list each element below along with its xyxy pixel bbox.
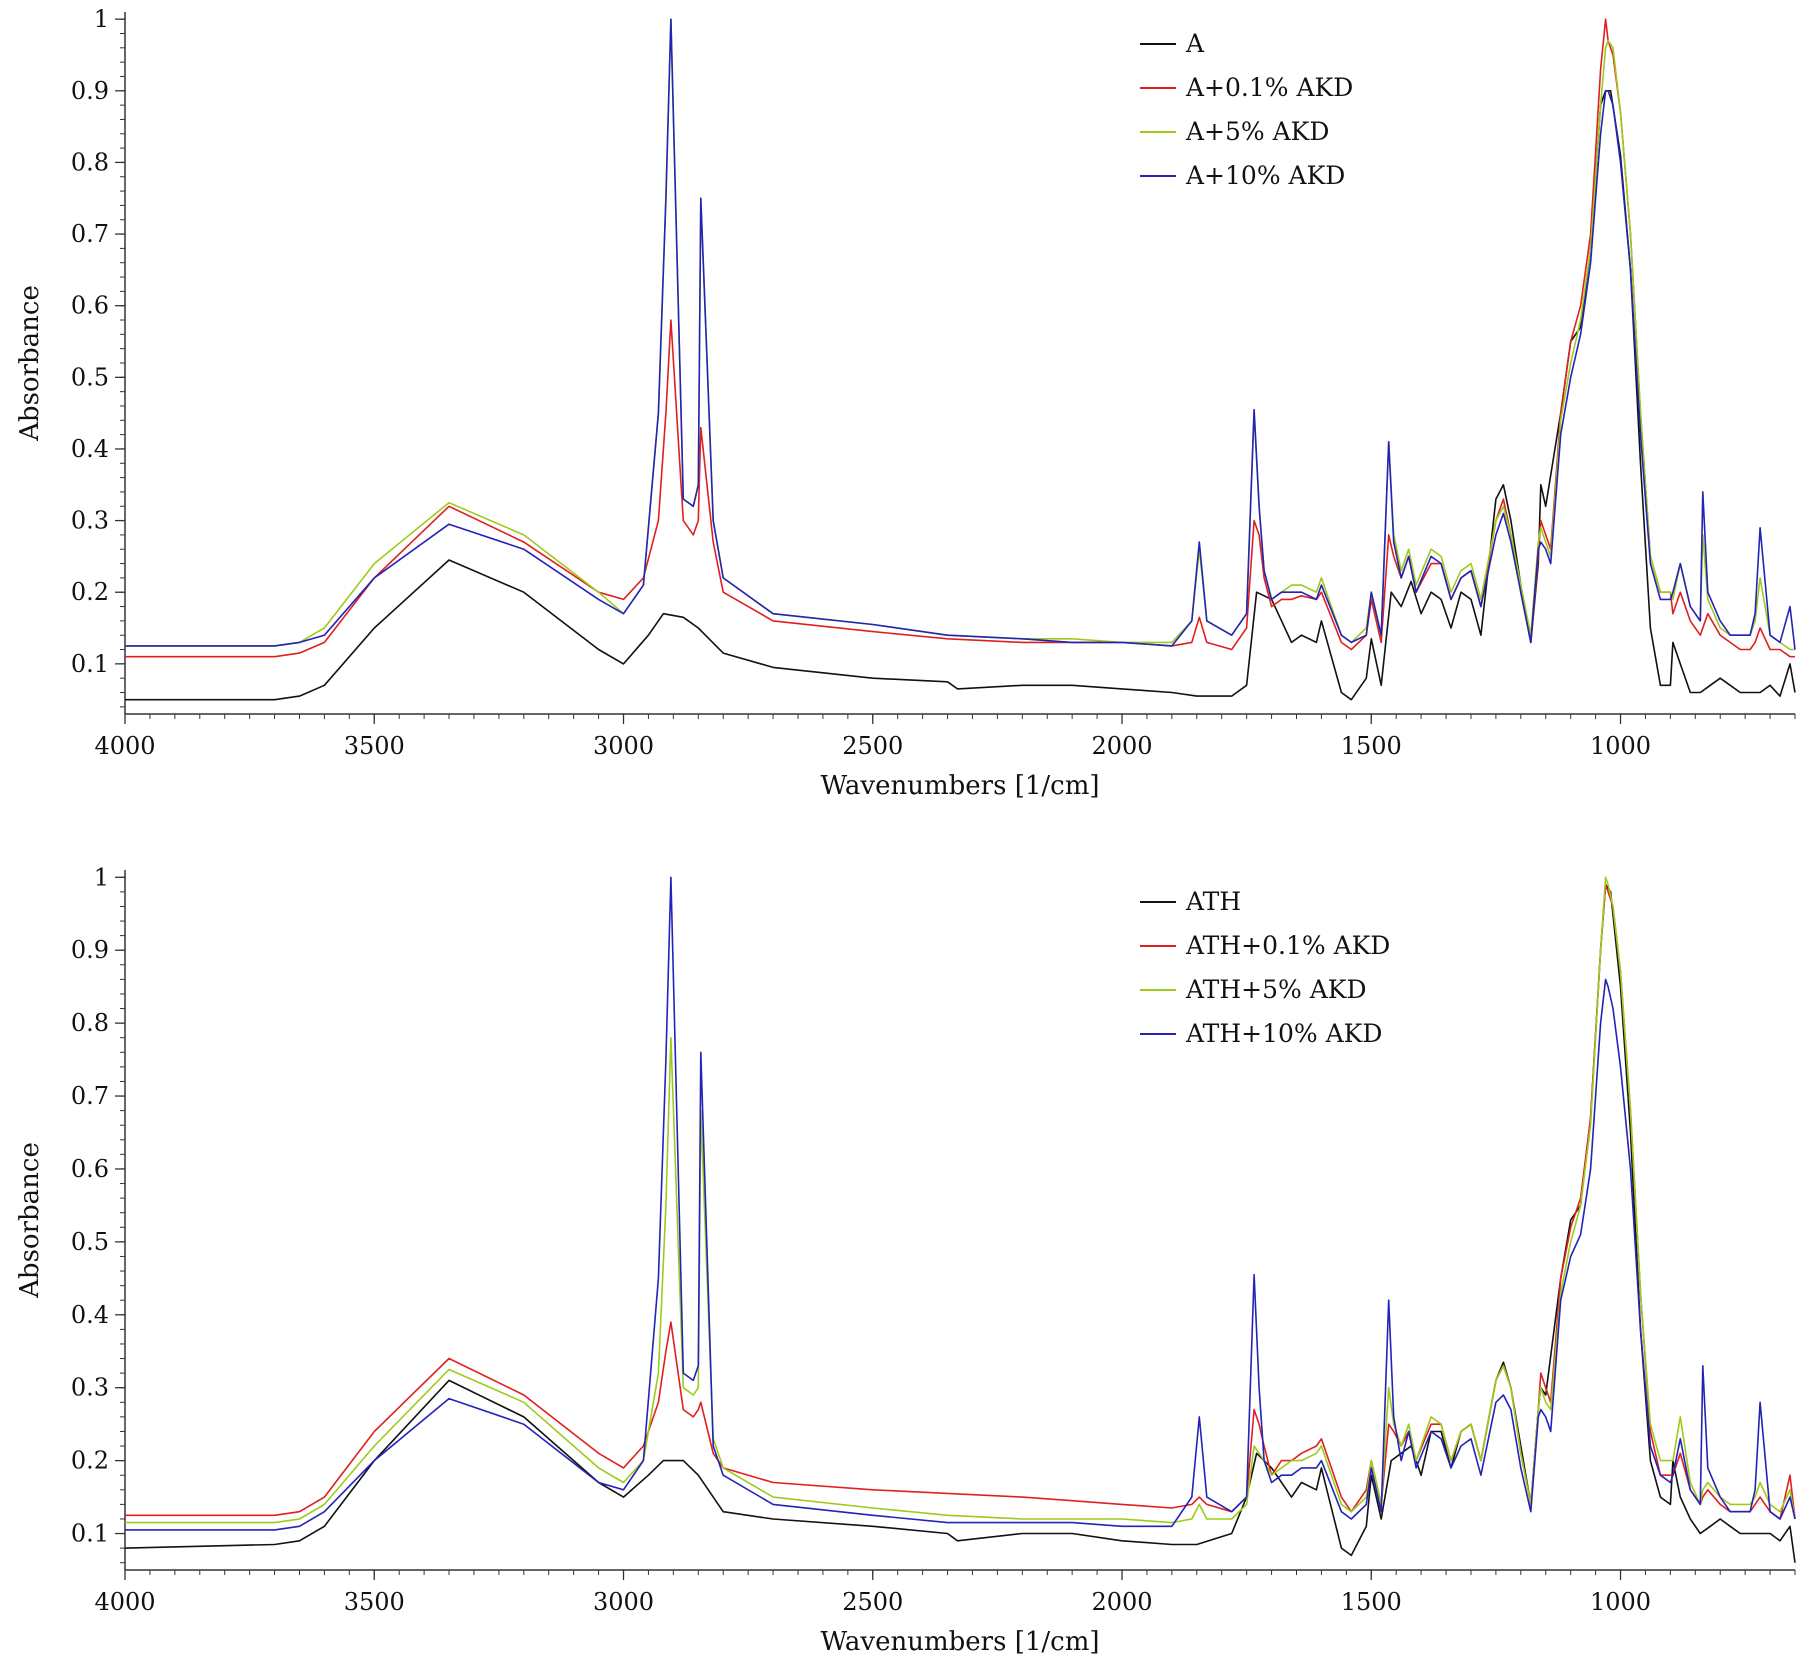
x-tick-label: 3000 <box>593 1588 654 1616</box>
legend-label: ATH+5% AKD <box>1185 975 1367 1004</box>
y-tick-label: 0.7 <box>71 1082 109 1110</box>
y-axis-title: Absorbance <box>15 1142 45 1299</box>
x-axis-title: Wavenumbers [1/cm] <box>820 1627 1099 1655</box>
x-tick-label: 3500 <box>344 732 405 760</box>
legend-label: ATH+0.1% AKD <box>1185 931 1390 960</box>
y-tick-label: 0.5 <box>71 1228 109 1256</box>
y-tick-label: 0.8 <box>71 1009 109 1037</box>
x-tick-label: 4000 <box>94 732 155 760</box>
y-tick-label: 1 <box>94 863 109 891</box>
x-axis-title: Wavenumbers [1/cm] <box>820 771 1099 801</box>
x-tick-label: 2500 <box>842 732 903 760</box>
y-tick-label: 0.4 <box>71 1301 109 1329</box>
x-tick-label: 4000 <box>94 1588 155 1616</box>
x-tick-label: 1000 <box>1590 732 1651 760</box>
x-tick-label: 1500 <box>1341 732 1402 760</box>
y-axis-title: Absorbance <box>15 285 45 442</box>
legend-label: A+0.1% AKD <box>1185 73 1353 102</box>
legend-label: A+5% AKD <box>1185 117 1329 146</box>
series-line-1 <box>125 18 1795 658</box>
chart-panel-top: 4000 3500 3000 2500 2000 1500 1000 0.1 0.2 0.3 0.4… <box>15 5 1796 801</box>
legend-label: A+10% AKD <box>1185 161 1345 190</box>
series-line-0 <box>125 90 1796 701</box>
series-line-2 <box>125 876 1796 1524</box>
y-tick-label: 0.5 <box>71 363 109 391</box>
legend-label: ATH+10% AKD <box>1185 1019 1382 1048</box>
series-line-0 <box>124 883 1796 1563</box>
y-tick-label: 0.2 <box>71 578 109 606</box>
x-tick-label: 3500 <box>344 1588 405 1616</box>
y-tick-label: 0.7 <box>71 220 109 248</box>
y-tick-label: 0.6 <box>71 292 109 320</box>
y-tick-label: 0.9 <box>71 936 109 964</box>
y-tick-label: 0.1 <box>71 1520 109 1548</box>
x-tick-label: 1000 <box>1590 1588 1651 1616</box>
series-line-1 <box>125 883 1796 1520</box>
y-tick-label: 0.8 <box>71 148 109 176</box>
y-tick-label: 0.3 <box>71 507 109 535</box>
x-tick-label: 2000 <box>1091 732 1152 760</box>
y-tick-label: 0.9 <box>71 77 109 105</box>
y-tick-label: 0.4 <box>71 435 109 463</box>
y-tick-label: 0.1 <box>71 650 109 678</box>
y-tick-label: 0.3 <box>71 1374 109 1402</box>
x-tick-label: 2000 <box>1091 1588 1152 1616</box>
legend-label: A <box>1185 29 1205 58</box>
series-line-2 <box>125 18 1795 651</box>
x-tick-label: 3000 <box>593 732 654 760</box>
x-tick-label: 1500 <box>1341 1588 1402 1616</box>
series-line-3 <box>125 18 1796 650</box>
y-tick-label: 0.6 <box>71 1155 109 1183</box>
chart-panel-bottom: 4000 3500 3000 2500 2000 1500 1000 0.1 0.2 0.3 0.4… <box>15 863 1796 1655</box>
series-line-3 <box>125 876 1796 1531</box>
legend-label: ATH <box>1185 887 1241 916</box>
y-tick-label: 0.2 <box>71 1447 109 1475</box>
y-tick-label: 1 <box>94 5 109 33</box>
x-tick-label: 2500 <box>842 1588 903 1616</box>
